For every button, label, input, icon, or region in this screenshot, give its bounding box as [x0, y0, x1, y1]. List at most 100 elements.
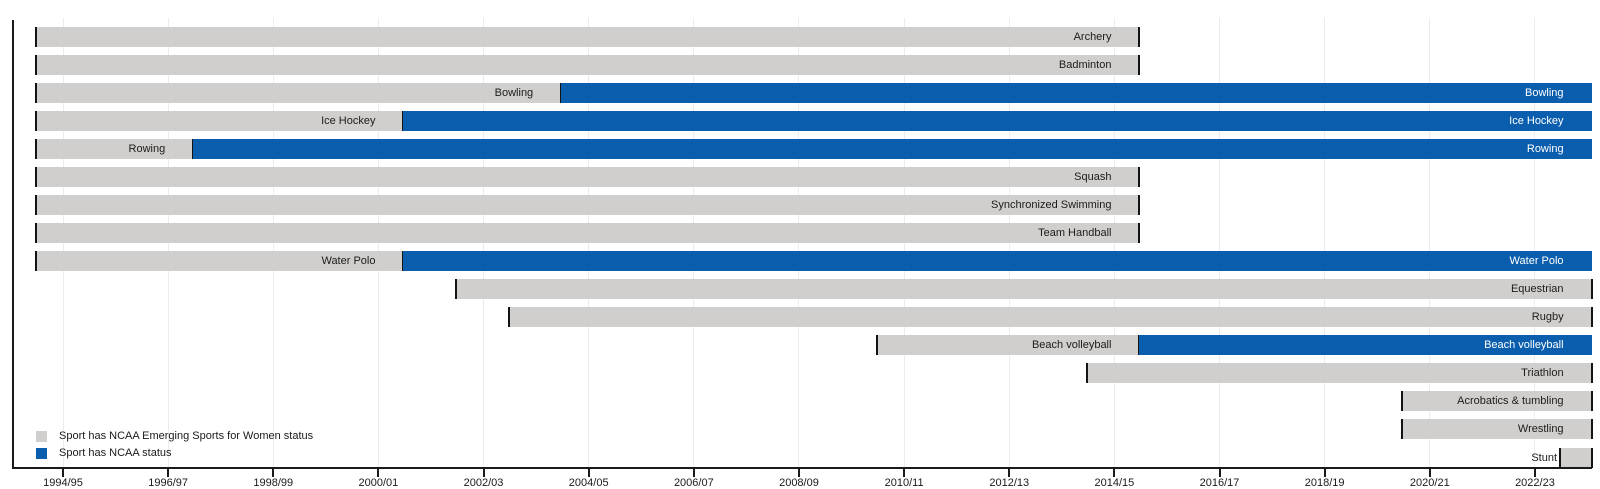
bar-label: Ice Hockey: [1509, 114, 1564, 127]
segment-boundary-tick: [34, 166, 37, 187]
segment-boundary-tick: [34, 222, 37, 243]
bar-segment-ncaa: Water Polo: [403, 251, 1592, 272]
timeline-row: Water Polo Water Polo: [0, 251, 1600, 272]
timeline-row: Beach volleyball Beach volleyball: [0, 335, 1600, 356]
x-axis-tick: [1218, 468, 1221, 477]
bar-segment-emerging: Equestrian: [456, 279, 1592, 300]
bar-label: Synchronized Swimming: [991, 198, 1112, 211]
x-axis-tick: [272, 468, 275, 477]
vertical-gridline: [1429, 18, 1431, 467]
segment-boundary-tick: [1138, 54, 1141, 75]
x-axis-tick-label: 2014/15: [1094, 476, 1135, 489]
timeline-row: Wrestling: [0, 419, 1600, 440]
bar-segment-emerging: Rugby: [508, 307, 1592, 328]
segment-boundary-tick: [1590, 419, 1593, 440]
y-axis-line: [12, 20, 14, 469]
bar-label: Beach volleyball: [1484, 339, 1564, 352]
x-axis-tick: [587, 468, 590, 477]
bar-label: Rowing: [1526, 142, 1564, 155]
x-axis-tick-label: 2004/05: [568, 476, 609, 489]
segment-boundary-tick: [34, 138, 37, 159]
bar-segment-emerging: Acrobatics & tumbling: [1402, 391, 1592, 412]
x-axis-tick-label: 2016/17: [1199, 476, 1240, 489]
x-axis-tick-label: 2006/07: [673, 476, 714, 489]
bar-label: Stunt: [1531, 451, 1558, 464]
bar-label: Ice Hockey: [321, 114, 376, 127]
x-axis-tick: [1533, 468, 1536, 477]
x-axis-tick-label: 2008/09: [779, 476, 819, 489]
bar-segment-emerging: Ice Hockey: [35, 110, 404, 131]
x-axis-tick: [482, 468, 485, 477]
bar-label: Rugby: [1531, 311, 1564, 324]
x-axis-tick-label: 2020/21: [1409, 476, 1450, 489]
bar-label: Water Polo: [1509, 255, 1564, 268]
bar-segment-emerging: Squash: [35, 166, 1140, 187]
segment-boundary-tick: [34, 82, 37, 103]
timeline-row: Stunt: [0, 447, 1600, 468]
timeline-row: Squash: [0, 166, 1600, 187]
segment-boundary-tick: [1138, 222, 1141, 243]
x-axis-tick-label: 2000/01: [358, 476, 399, 489]
bar-segment-emerging: Team Handball: [35, 222, 1140, 243]
segment-boundary-tick: [34, 26, 37, 47]
timeline-row: Archery: [0, 26, 1600, 47]
segment-boundary-tick: [1590, 391, 1593, 412]
x-axis-tick-label: 2010/11: [884, 476, 924, 489]
x-axis-tick: [903, 468, 906, 477]
segment-boundary-tick: [1138, 26, 1141, 47]
bar-label: Water Polo: [321, 255, 376, 268]
x-axis-tick: [1428, 468, 1431, 477]
x-axis-tick-label: 1998/99: [253, 476, 294, 489]
x-axis-tick-label: 1996/97: [148, 476, 188, 489]
timeline-row: Team Handball: [0, 222, 1600, 243]
bar-label: Team Handball: [1038, 226, 1112, 239]
segment-boundary-tick: [455, 279, 458, 300]
segment-boundary-tick: [1590, 279, 1593, 300]
vertical-gridline: [1534, 18, 1536, 467]
x-axis-tick-label: 2012/13: [989, 476, 1030, 489]
x-axis-tick: [377, 468, 380, 477]
timeline-row: Acrobatics & tumbling: [0, 391, 1600, 412]
segment-boundary-tick: [1590, 447, 1593, 468]
bar-segment-ncaa: Ice Hockey: [403, 110, 1592, 131]
bar-label: Bowling: [1525, 86, 1564, 99]
segment-boundary-tick: [1401, 391, 1404, 412]
segment-boundary-tick: [1138, 166, 1141, 187]
vertical-gridline: [1324, 18, 1326, 467]
timeline-row: Badminton: [0, 54, 1600, 75]
x-axis-tick: [167, 468, 170, 477]
legend-swatch-ncaa: [36, 447, 47, 459]
bar-segment-emerging: Water Polo: [35, 251, 404, 272]
bar-label: Beach volleyball: [1031, 339, 1112, 352]
bar-label: Squash: [1074, 170, 1112, 183]
bar-segment-emerging: Triathlon: [1086, 363, 1592, 384]
segment-boundary-tick: [1590, 363, 1593, 384]
bar-segment-ncaa: Beach volleyball: [1139, 335, 1592, 356]
bar-segment-ncaa: Rowing: [193, 138, 1592, 159]
timeline-row: Bowling Bowling: [0, 82, 1600, 103]
segment-boundary-tick: [875, 335, 878, 356]
bar-label: Equestrian: [1510, 283, 1564, 296]
bar-label: Acrobatics & tumbling: [1457, 395, 1564, 408]
x-axis-tick-label: 2018/19: [1304, 476, 1345, 489]
segment-boundary-tick: [34, 251, 37, 272]
bar-segment-emerging: Archery: [35, 26, 1140, 47]
x-axis-tick-label: 2022/23: [1515, 476, 1555, 489]
segment-boundary-tick: [1559, 447, 1562, 468]
bar-segment-emerging: Bowling: [35, 82, 562, 103]
bar-label: Archery: [1073, 30, 1112, 43]
vertical-gridline: [1219, 18, 1221, 467]
timeline-row: Rowing Rowing: [0, 138, 1600, 159]
bar-label: Bowling: [494, 86, 534, 99]
bar-segment-emerging: [1560, 447, 1592, 468]
segment-boundary-tick: [1138, 194, 1141, 215]
timeline-row: Ice Hockey Ice Hockey: [0, 110, 1600, 131]
legend-label: Sport has NCAA status: [59, 446, 172, 459]
timeline-row: Synchronized Swimming: [0, 194, 1600, 215]
segment-boundary-tick: [1401, 419, 1404, 440]
segment-boundary-tick: [34, 54, 37, 75]
bar-segment-emerging: Wrestling: [1402, 419, 1592, 440]
bar-label: Badminton: [1058, 58, 1112, 71]
x-axis-line: [12, 466, 1592, 469]
